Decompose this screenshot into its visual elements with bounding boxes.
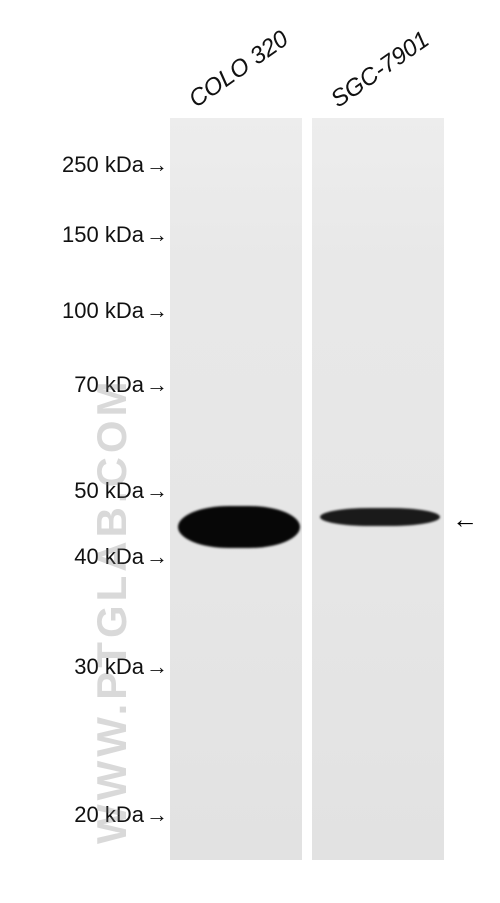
blot-figure: COLO 320 SGC-7901 250 kDa→ 150 kDa→ 100 … [0, 0, 500, 903]
arrow-icon: → [146, 544, 168, 569]
lane2-label: SGC-7901 [326, 26, 435, 114]
arrow-icon: → [146, 372, 168, 397]
marker-7: 20 kDa→ [0, 802, 168, 828]
arrow-icon: → [146, 478, 168, 503]
marker-2: 100 kDa→ [0, 298, 168, 324]
marker-0: 250 kDa→ [0, 152, 168, 178]
marker-1: 150 kDa→ [0, 222, 168, 248]
marker-label: 70 kDa [74, 372, 144, 397]
marker-label: 30 kDa [74, 654, 144, 679]
arrow-icon: → [146, 802, 168, 827]
arrow-icon: → [146, 152, 168, 177]
arrow-icon: → [146, 298, 168, 323]
lane-2 [312, 118, 444, 860]
watermark-text: WWW.PTGLAB.COM [88, 377, 136, 844]
marker-label: 20 kDa [74, 802, 144, 827]
lane-gap [302, 118, 312, 860]
marker-label: 100 kDa [62, 298, 144, 323]
marker-5: 40 kDa→ [0, 544, 168, 570]
target-band-arrow-icon: ← [452, 504, 478, 535]
marker-label: 250 kDa [62, 152, 144, 177]
band-lane1 [178, 506, 300, 548]
marker-4: 50 kDa→ [0, 478, 168, 504]
lane-1 [170, 118, 302, 860]
marker-label: 40 kDa [74, 544, 144, 569]
arrow-icon: → [146, 654, 168, 679]
marker-6: 30 kDa→ [0, 654, 168, 680]
arrow-icon: → [146, 222, 168, 247]
lane1-label: COLO 320 [184, 25, 294, 114]
marker-3: 70 kDa→ [0, 372, 168, 398]
marker-label: 150 kDa [62, 222, 144, 247]
band-lane2 [320, 508, 440, 526]
marker-label: 50 kDa [74, 478, 144, 503]
